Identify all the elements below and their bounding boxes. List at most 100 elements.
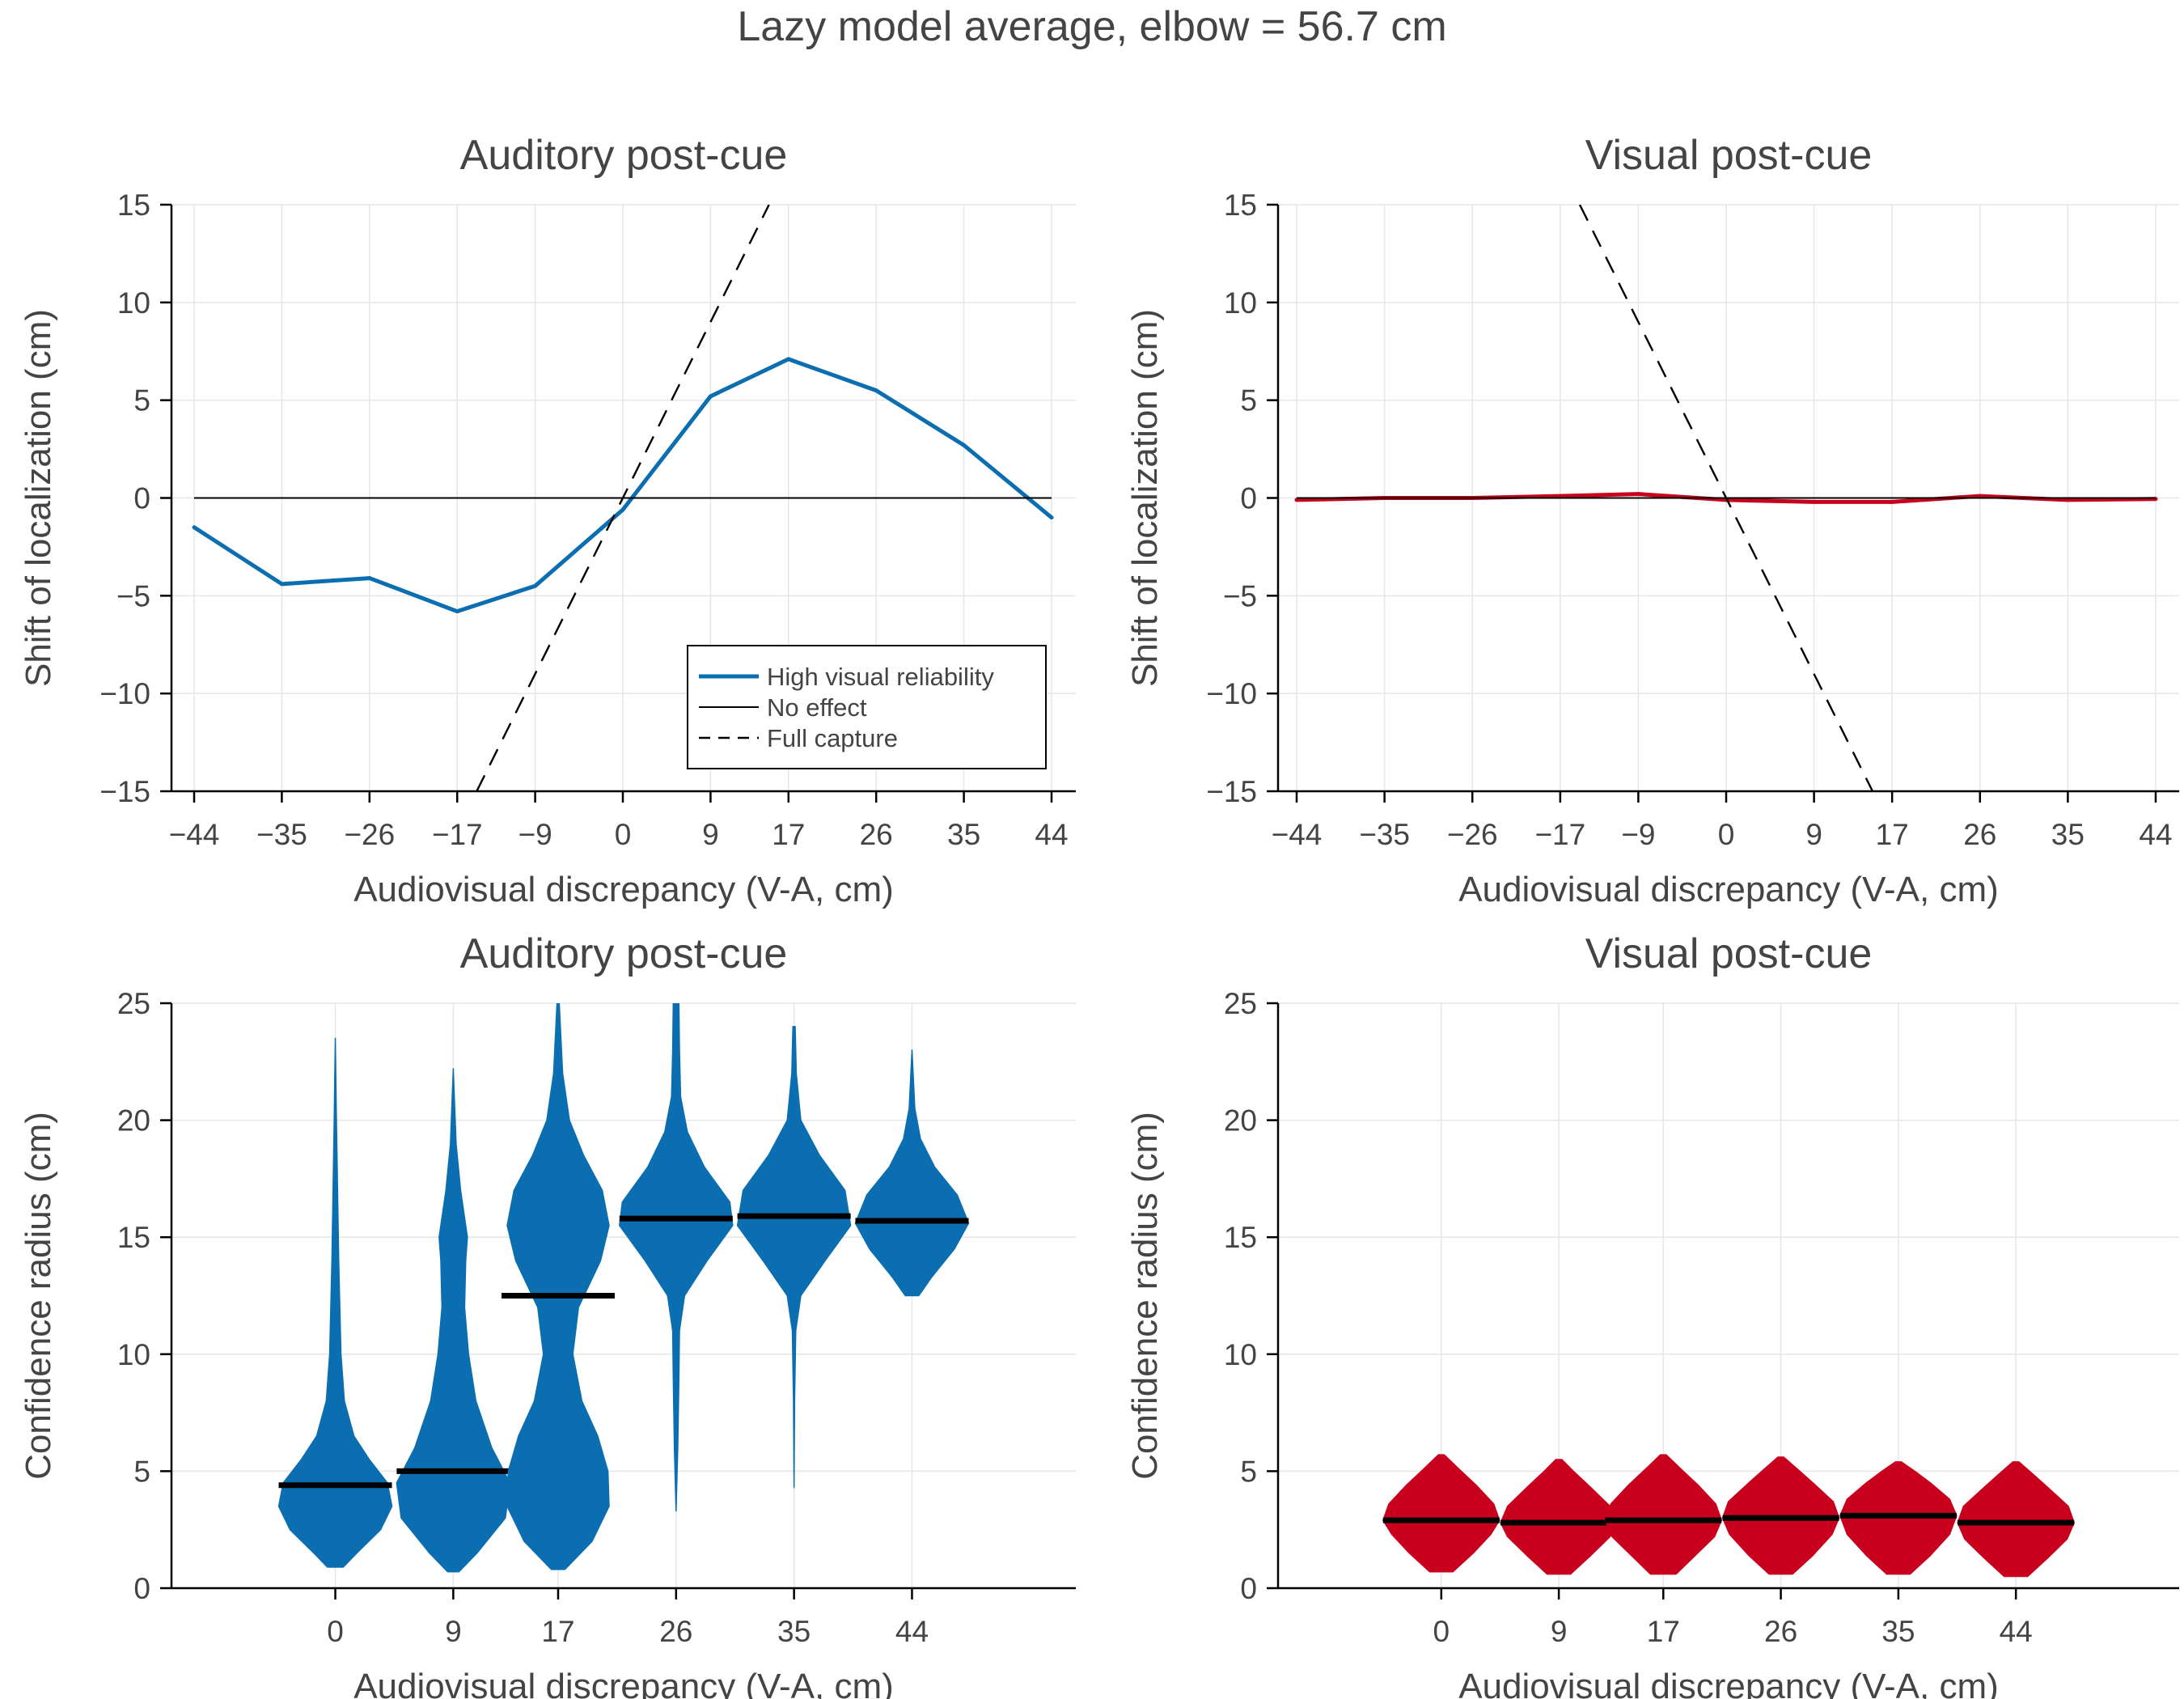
x-tick-label: 44 (1035, 818, 1068, 851)
plot-area (277, 1003, 970, 1573)
x-tick-label: 9 (702, 818, 719, 851)
y-tick-label: 15 (117, 189, 150, 222)
violin-body (854, 1049, 970, 1297)
violin-body (1500, 1459, 1618, 1575)
x-tick-label: 26 (1764, 1615, 1797, 1648)
x-tick-label: −9 (1621, 818, 1655, 851)
x-axis-label: Audiovisual discrepancy (V-A, cm) (353, 1667, 894, 1699)
x-tick-label: 44 (2000, 1615, 2033, 1648)
y-axis-label: Confidence radius (cm) (1125, 1112, 1165, 1480)
panel-2: −15 −10 −5 0 5 10 15 −44 −35 −26 −17 −9 0 9 17 26 35 44 Vi… (1125, 132, 2179, 909)
x-tick-label: 9 (445, 1615, 462, 1648)
x-axis-label: Audiovisual discrepancy (V-A, cm) (1458, 870, 1999, 909)
y-tick-label: 5 (1240, 1455, 1257, 1488)
panel-4: 0 5 10 15 20 25 0 9 17 26 35 44 Visual post-cue Audio… (1125, 930, 2179, 1699)
x-axis-label: Audiovisual discrepancy (V-A, cm) (353, 870, 894, 909)
x-tick-label: 17 (1876, 818, 1909, 851)
panel-title: Auditory post-cue (460, 930, 788, 977)
x-tick-label: 0 (1433, 1615, 1450, 1648)
panel-title: Visual post-cue (1585, 930, 1873, 977)
y-tick-label: 15 (117, 1221, 150, 1254)
x-tick-label: 9 (1805, 818, 1822, 851)
x-tick-label: −9 (518, 818, 552, 851)
x-axis-label: Audiovisual discrepancy (V-A, cm) (1458, 1667, 1999, 1699)
y-tick-label: 10 (117, 286, 150, 320)
y-tick-label: 25 (1224, 987, 1257, 1020)
data-point (1978, 494, 1983, 498)
plot-area (1382, 1454, 2075, 1578)
y-tick-label: −15 (99, 775, 150, 808)
data-point (2065, 498, 2070, 502)
x-tick-label: 44 (2139, 818, 2172, 851)
x-tick-label: 26 (860, 818, 893, 851)
x-tick-label: −26 (1447, 818, 1498, 851)
data-point (620, 507, 625, 512)
data-point (1812, 499, 1817, 504)
full-capture-line (476, 205, 770, 791)
data-point (192, 525, 197, 530)
violin-body (506, 1003, 610, 1570)
violin-body (396, 1068, 511, 1573)
y-tick-label: −10 (99, 677, 150, 710)
x-tick-label: 35 (947, 818, 980, 851)
data-point (874, 388, 878, 393)
x-tick-label: −44 (1272, 818, 1323, 851)
x-tick-label: 17 (772, 818, 805, 851)
legend-label: Full capture (767, 724, 898, 752)
x-tick-label: 26 (659, 1615, 692, 1648)
x-tick-label: 44 (895, 1615, 929, 1648)
x-tick-label: −17 (1534, 818, 1585, 851)
y-tick-label: 25 (117, 987, 150, 1020)
x-tick-label: 17 (541, 1615, 574, 1648)
y-tick-label: 10 (1224, 286, 1257, 320)
x-tick-label: −17 (432, 818, 483, 851)
x-tick-label: 35 (2051, 818, 2085, 851)
data-point (786, 357, 791, 362)
y-tick-label: −5 (1223, 579, 1257, 612)
data-point (1636, 492, 1640, 497)
y-axis-label: Shift of localization (cm) (19, 309, 58, 687)
violin-body (277, 1037, 393, 1568)
y-tick-label: 0 (133, 482, 150, 515)
legend-label: No effect (767, 693, 867, 722)
x-tick-label: −35 (1359, 818, 1410, 851)
panel-3: 0 5 10 15 20 25 0 9 17 26 35 44 Auditory post-cue Aud… (19, 930, 1076, 1699)
x-tick-label: 17 (1647, 1615, 1680, 1648)
y-axis-label: Confidence radius (cm) (19, 1112, 58, 1480)
y-tick-label: 15 (1224, 1221, 1257, 1254)
panel-title: Auditory post-cue (460, 132, 788, 179)
figure-suptitle: Lazy model average, elbow = 56.7 cm (737, 3, 1446, 50)
data-point (367, 576, 372, 581)
x-tick-label: 0 (327, 1615, 344, 1648)
x-tick-label: 35 (777, 1615, 811, 1648)
y-tick-label: −5 (116, 579, 150, 612)
plot-area (1294, 205, 2158, 791)
y-tick-label: −10 (1206, 677, 1257, 710)
plot-area (192, 205, 1054, 791)
y-tick-label: 20 (117, 1104, 150, 1138)
y-tick-label: 0 (1240, 1572, 1257, 1605)
violin-body (1957, 1461, 2075, 1578)
data-point (533, 583, 538, 588)
x-tick-label: −26 (344, 818, 395, 851)
data-point (1558, 494, 1563, 498)
y-tick-label: 20 (1224, 1104, 1257, 1138)
violin-body (1604, 1454, 1723, 1575)
data-point (279, 582, 284, 587)
data-point (1890, 499, 1894, 504)
violin-body (619, 1003, 734, 1512)
y-tick-label: 10 (1224, 1338, 1257, 1371)
x-tick-label: 9 (1551, 1615, 1568, 1648)
x-tick-label: −35 (256, 818, 307, 851)
y-tick-label: 10 (117, 1338, 150, 1371)
x-tick-label: −44 (169, 818, 220, 851)
x-tick-label: 26 (1963, 818, 1996, 851)
violin-body (736, 1026, 852, 1489)
y-tick-label: −15 (1206, 775, 1257, 808)
y-axis-label: Shift of localization (cm) (1125, 309, 1165, 687)
x-tick-label: 0 (1718, 818, 1735, 851)
panel-title: Visual post-cue (1585, 132, 1873, 179)
y-tick-label: 0 (1240, 482, 1257, 515)
